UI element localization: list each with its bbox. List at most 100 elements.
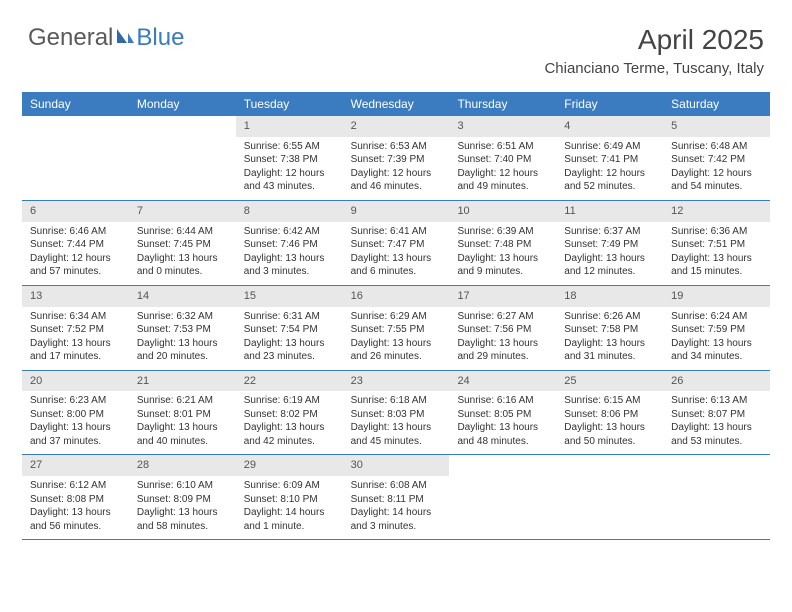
daylight-line: Daylight: 13 hours and 3 minutes. bbox=[244, 252, 335, 279]
day-body: Sunrise: 6:37 AMSunset: 7:49 PMDaylight:… bbox=[556, 222, 663, 285]
day-body: Sunrise: 6:53 AMSunset: 7:39 PMDaylight:… bbox=[343, 137, 450, 200]
daylight-line: Daylight: 13 hours and 17 minutes. bbox=[30, 337, 121, 364]
calendar-day-cell: 11Sunrise: 6:37 AMSunset: 7:49 PMDayligh… bbox=[556, 201, 663, 285]
calendar-day-cell: 23Sunrise: 6:18 AMSunset: 8:03 PMDayligh… bbox=[343, 371, 450, 455]
calendar-day-cell: 22 Sunrise: 6:19 AMSunset: 8:02 PMDayligh… bbox=[236, 371, 343, 455]
day-number: 10 bbox=[449, 201, 556, 222]
day-body: Sunrise: 6:13 AMSunset: 8:07 PMDaylight:… bbox=[663, 391, 770, 454]
day-body: Sunrise: 6:51 AMSunset: 7:40 PMDaylight:… bbox=[449, 137, 556, 200]
sunset-line: Sunset: 8:02 PM bbox=[244, 408, 335, 422]
sunset-line: Sunset: 8:03 PM bbox=[351, 408, 442, 422]
daylight-line: Daylight: 12 hours and 57 minutes. bbox=[30, 252, 121, 279]
sunrise-line: Sunrise: 6:49 AM bbox=[564, 140, 655, 154]
calendar-day-cell: 17Sunrise: 6:27 AMSunset: 7:56 PMDayligh… bbox=[449, 286, 556, 370]
sunrise-line: Sunrise: 6:19 AM bbox=[244, 394, 335, 408]
calendar-day-cell: 15Sunrise: 6:31 AMSunset: 7:54 PMDayligh… bbox=[236, 286, 343, 370]
day-body: Sunrise: 6:10 AMSunset: 8:09 PMDaylight:… bbox=[129, 476, 236, 539]
sunrise-line: Sunrise: 6:10 AM bbox=[137, 479, 228, 493]
day-number: 23 bbox=[343, 371, 450, 392]
logo-text-blue: Blue bbox=[136, 24, 184, 52]
day-number: 17 bbox=[449, 286, 556, 307]
daylight-line: Daylight: 13 hours and 42 minutes. bbox=[244, 421, 335, 448]
calendar-day-cell: 19Sunrise: 6:24 AMSunset: 7:59 PMDayligh… bbox=[663, 286, 770, 370]
day-number: 5 bbox=[663, 116, 770, 137]
sunset-line: Sunset: 7:56 PM bbox=[457, 323, 548, 337]
day-number: 9 bbox=[343, 201, 450, 222]
calendar-week-row: 13Sunrise: 6:34 AMSunset: 7:52 PMDayligh… bbox=[22, 286, 770, 371]
sunset-line: Sunset: 8:09 PM bbox=[137, 493, 228, 507]
day-number: 20 bbox=[22, 371, 129, 392]
day-body: Sunrise: 6:16 AMSunset: 8:05 PMDaylight:… bbox=[449, 391, 556, 454]
day-number: 7 bbox=[129, 201, 236, 222]
calendar-day-cell: 14Sunrise: 6:32 AMSunset: 7:53 PMDayligh… bbox=[129, 286, 236, 370]
day-number: 2 bbox=[343, 116, 450, 137]
daylight-line: Daylight: 12 hours and 52 minutes. bbox=[564, 167, 655, 194]
sunset-line: Sunset: 7:45 PM bbox=[137, 238, 228, 252]
calendar-week-row: 6Sunrise: 6:46 AMSunset: 7:44 PMDaylight… bbox=[22, 201, 770, 286]
sunrise-line: Sunrise: 6:53 AM bbox=[351, 140, 442, 154]
calendar-day-cell: 21Sunrise: 6:21 AMSunset: 8:01 PMDayligh… bbox=[129, 371, 236, 455]
day-body: Sunrise: 6:26 AMSunset: 7:58 PMDaylight:… bbox=[556, 307, 663, 370]
calendar-header-cell: Monday bbox=[129, 92, 236, 116]
calendar: SundayMondayTuesdayWednesdayThursdayFrid… bbox=[22, 92, 770, 540]
sunrise-line: Sunrise: 6:46 AM bbox=[30, 225, 121, 239]
calendar-day-cell: 29Sunrise: 6:09 AMSunset: 8:10 PMDayligh… bbox=[236, 455, 343, 539]
daylight-line: Daylight: 14 hours and 3 minutes. bbox=[351, 506, 442, 533]
day-number: 30 bbox=[343, 455, 450, 476]
logo-text-general: General bbox=[28, 24, 113, 52]
logo-sail-icon bbox=[115, 24, 135, 52]
daylight-line: Daylight: 12 hours and 49 minutes. bbox=[457, 167, 548, 194]
calendar-day-cell: 3Sunrise: 6:51 AMSunset: 7:40 PMDaylight… bbox=[449, 116, 556, 200]
logo: General Blue bbox=[28, 24, 184, 52]
sunrise-line: Sunrise: 6:08 AM bbox=[351, 479, 442, 493]
daylight-line: Daylight: 13 hours and 50 minutes. bbox=[564, 421, 655, 448]
calendar-header-row: SundayMondayTuesdayWednesdayThursdayFrid… bbox=[22, 92, 770, 116]
day-number: 12 bbox=[663, 201, 770, 222]
day-body: Sunrise: 6:41 AMSunset: 7:47 PMDaylight:… bbox=[343, 222, 450, 285]
calendar-day-cell: 4Sunrise: 6:49 AMSunset: 7:41 PMDaylight… bbox=[556, 116, 663, 200]
calendar-week-row: 27Sunrise: 6:12 AMSunset: 8:08 PMDayligh… bbox=[22, 455, 770, 540]
day-number: 14 bbox=[129, 286, 236, 307]
sunrise-line: Sunrise: 6:41 AM bbox=[351, 225, 442, 239]
day-body: Sunrise: 6:31 AMSunset: 7:54 PMDaylight:… bbox=[236, 307, 343, 370]
day-number: 13 bbox=[22, 286, 129, 307]
month-title: April 2025 bbox=[544, 24, 764, 56]
calendar-day-cell: 27Sunrise: 6:12 AMSunset: 8:08 PMDayligh… bbox=[22, 455, 129, 539]
calendar-header-cell: Wednesday bbox=[343, 92, 450, 116]
day-body: Sunrise: 6:48 AMSunset: 7:42 PMDaylight:… bbox=[663, 137, 770, 200]
sunrise-line: Sunrise: 6:32 AM bbox=[137, 310, 228, 324]
sunset-line: Sunset: 7:42 PM bbox=[671, 153, 762, 167]
daylight-line: Daylight: 12 hours and 43 minutes. bbox=[244, 167, 335, 194]
day-body: Sunrise: 6:09 AMSunset: 8:10 PMDaylight:… bbox=[236, 476, 343, 539]
day-number: 8 bbox=[236, 201, 343, 222]
calendar-header-cell: Sunday bbox=[22, 92, 129, 116]
day-body: Sunrise: 6:36 AMSunset: 7:51 PMDaylight:… bbox=[663, 222, 770, 285]
day-body: Sunrise: 6:08 AMSunset: 8:11 PMDaylight:… bbox=[343, 476, 450, 539]
sunset-line: Sunset: 8:01 PM bbox=[137, 408, 228, 422]
day-number: 22 bbox=[236, 371, 343, 392]
calendar-day-cell: 10Sunrise: 6:39 AMSunset: 7:48 PMDayligh… bbox=[449, 201, 556, 285]
calendar-day-cell: 12Sunrise: 6:36 AMSunset: 7:51 PMDayligh… bbox=[663, 201, 770, 285]
day-body: Sunrise: 6:23 AMSunset: 8:00 PMDaylight:… bbox=[22, 391, 129, 454]
sunset-line: Sunset: 7:55 PM bbox=[351, 323, 442, 337]
calendar-day-cell: 8Sunrise: 6:42 AMSunset: 7:46 PMDaylight… bbox=[236, 201, 343, 285]
sunset-line: Sunset: 8:08 PM bbox=[30, 493, 121, 507]
calendar-header-cell: Tuesday bbox=[236, 92, 343, 116]
calendar-day-cell: 6Sunrise: 6:46 AMSunset: 7:44 PMDaylight… bbox=[22, 201, 129, 285]
sunrise-line: Sunrise: 6:48 AM bbox=[671, 140, 762, 154]
sunrise-line: Sunrise: 6:42 AM bbox=[244, 225, 335, 239]
sunset-line: Sunset: 8:00 PM bbox=[30, 408, 121, 422]
sunrise-line: Sunrise: 6:16 AM bbox=[457, 394, 548, 408]
sunset-line: Sunset: 7:48 PM bbox=[457, 238, 548, 252]
daylight-line: Daylight: 13 hours and 40 minutes. bbox=[137, 421, 228, 448]
daylight-line: Daylight: 13 hours and 29 minutes. bbox=[457, 337, 548, 364]
day-body: Sunrise: 6:29 AMSunset: 7:55 PMDaylight:… bbox=[343, 307, 450, 370]
sunrise-line: Sunrise: 6:15 AM bbox=[564, 394, 655, 408]
day-body: Sunrise: 6:44 AMSunset: 7:45 PMDaylight:… bbox=[129, 222, 236, 285]
sunrise-line: Sunrise: 6:29 AM bbox=[351, 310, 442, 324]
day-number: 1 bbox=[236, 116, 343, 137]
sunset-line: Sunset: 8:10 PM bbox=[244, 493, 335, 507]
sunrise-line: Sunrise: 6:12 AM bbox=[30, 479, 121, 493]
sunset-line: Sunset: 7:59 PM bbox=[671, 323, 762, 337]
day-number: 11 bbox=[556, 201, 663, 222]
